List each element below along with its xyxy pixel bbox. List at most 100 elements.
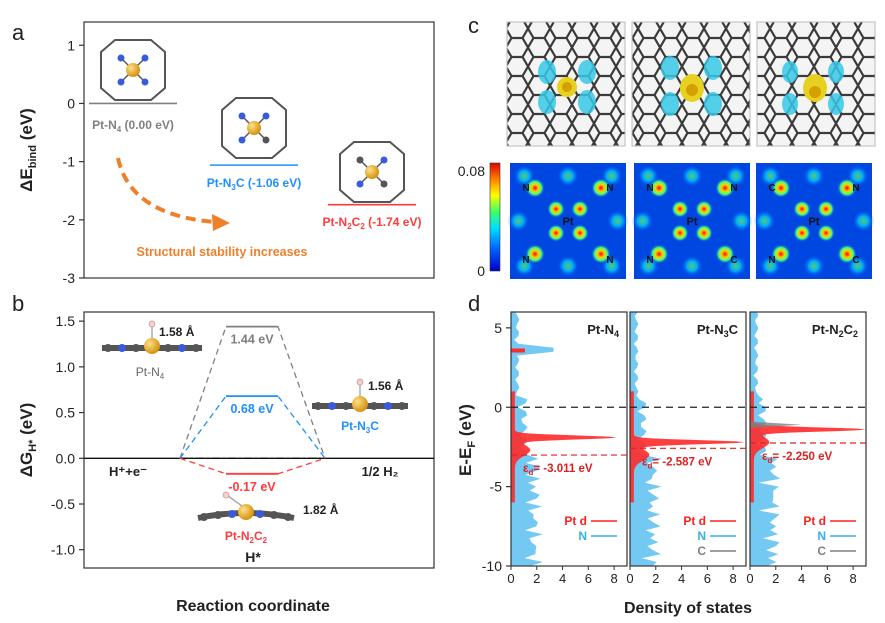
elf-map-0: Pt N N N N [507, 163, 629, 279]
panel-c-label: c [468, 13, 479, 38]
panel-a-frame [83, 21, 435, 279]
stability-arrowhead-icon [212, 214, 230, 231]
dos-ytick-label-3: -10 [482, 558, 502, 574]
elf-corner-atom-2-3: C [852, 255, 859, 266]
elf-corner-atom-0-2: N [522, 255, 529, 266]
state-middle: H* [245, 549, 261, 565]
pt-n3c-adsorption-structure-icon [312, 378, 408, 412]
panel-b-xlabel: Reaction coordinate [176, 598, 330, 615]
d-band-center-label-1: εd= -2.587 eV [642, 456, 712, 470]
elf-center-blob-2-3 [817, 224, 835, 242]
elf-center-blob-1-2 [671, 224, 689, 242]
elf-corner-blob-2-0 [771, 178, 791, 198]
dos-n-fill-0 [511, 312, 554, 566]
dos-c-peak [750, 421, 802, 428]
path-value-label-1: 0.68 eV [230, 402, 274, 416]
dos-frame-0 [510, 311, 628, 567]
state-start: H⁺+e⁻ [109, 464, 147, 479]
elf-corner-blob-0-2 [525, 244, 545, 264]
pt-n4-bond-length: 1.58 Å [159, 324, 195, 339]
elf-corner-blob-0-1 [591, 178, 611, 198]
elf-corner-blob-1-2 [649, 244, 669, 264]
panel-b-ytick-label-4: -0.5 [51, 496, 75, 512]
dos-xtick-label-1-1: 2 [652, 571, 659, 586]
dos-title-0: Pt-N4 [587, 322, 619, 339]
elf-corner-atom-2-1: N [852, 183, 859, 194]
dos-xtick-label-1-4: 8 [729, 571, 736, 586]
elf-center-blob-0-1 [571, 200, 589, 218]
elf-corner-atom-2-0: C [768, 183, 775, 194]
panel-d-label: d [468, 291, 480, 316]
path-dashed-2 [179, 457, 326, 475]
panel-b-ytick-label-5: -1.0 [51, 542, 75, 558]
pt-n3c-structure-label: Pt-N3C [341, 419, 379, 435]
dos-xtick-label-2-1: 2 [772, 571, 779, 586]
dos-xtick-label-2-0: 0 [746, 571, 753, 586]
panel-b-ytick-label-2: 0.5 [56, 405, 76, 421]
panel-a-ytick-label-3: -2 [63, 212, 76, 228]
stability-arrow-icon [116, 157, 216, 224]
dos-legend-label-2-0: Pt d [803, 514, 826, 528]
elf-corner-atom-0-0: N [522, 183, 529, 194]
panel-b-ytick-label-1: 1.0 [56, 359, 76, 375]
elf-center-blob-2-2 [793, 224, 811, 242]
elf-corner-atom-0-1: N [606, 183, 613, 194]
elf-center-atom-1: Pt [687, 216, 698, 228]
elf-center-blob-0-0 [547, 200, 565, 218]
dos-ytick-label-1: 0 [494, 399, 502, 415]
colorbar [489, 162, 501, 272]
level-label-pt-n3c: Pt-N3C (-1.06 eV) [207, 176, 301, 192]
panel-b-ylabel: ΔGH* (eV) [17, 403, 39, 478]
dos-legend-label-2-1: N [817, 529, 826, 543]
dos-frame-2 [749, 311, 867, 567]
dos-legend-label-1-2: C [697, 544, 706, 558]
elf-center-atom-2: Pt [809, 216, 820, 228]
stability-annotation: Structural stability increases [137, 245, 308, 259]
dos-frame-1 [629, 311, 747, 567]
dos-subpanel-2: εd= -2.250 eV Pt-N2C2 0 2 4 6 8 Pt dNC [746, 311, 867, 586]
elf-center-blob-1-3 [695, 224, 713, 242]
dos-title-2: Pt-N2C2 [812, 322, 858, 339]
elf-map-2: Pt C N N C [753, 163, 875, 279]
pt-n2c2-structure-label: Pt-N2C2 [225, 529, 268, 545]
panel-b-ytick-label-3: 0.0 [56, 450, 76, 466]
dos-xtick-label-1-2: 4 [678, 571, 685, 586]
dos-xtick-label-0-2: 4 [559, 571, 566, 586]
state-end: 1/2 H₂ [362, 464, 399, 479]
panel-a-ytick-label-1: 0 [67, 95, 75, 111]
elf-center-blob-1-1 [695, 200, 713, 218]
dos-legend-label-1-1: N [697, 529, 706, 543]
dos-xtick-label-0-0: 0 [507, 571, 514, 586]
dos-subpanel-0: εd= -3.011 eV Pt-N4 0 2 4 6 8 Pt dN [507, 311, 628, 586]
path-value-label-0: 1.44 eV [230, 333, 274, 347]
elf-corner-blob-2-3 [837, 244, 857, 264]
pt-n4-adsorption-structure-icon [102, 320, 202, 354]
elf-center-blob-0-2 [547, 224, 565, 242]
elf-center-atom-0: Pt [563, 216, 574, 228]
dos-legend-label-2-2: C [817, 544, 826, 558]
dos-xtick-label-1-0: 0 [626, 571, 633, 586]
dos-ytick-label-0: 5 [494, 320, 502, 336]
dos-legend-label-0-1: N [578, 529, 587, 543]
dos-xtick-label-0-1: 2 [533, 571, 540, 586]
elf-corner-atom-1-2: N [646, 255, 653, 266]
pt-n4-structure-icon [100, 39, 166, 101]
panel-a-label: a [12, 20, 25, 45]
panel-d-xlabel: Density of states [624, 600, 752, 617]
dos-legend-label-0-0: Pt d [564, 514, 587, 528]
elf-center-blob-1-0 [671, 200, 689, 218]
pt-n2c2-adsorption-structure-icon [197, 491, 295, 521]
panel-b-yticks: 1.5 1.0 0.5 0.0 -0.5 -1.0 [51, 313, 84, 558]
dos-ytick-label-2: -5 [490, 479, 503, 495]
elf-map-1: Pt N N N C [631, 163, 753, 279]
panel-b-ytick-label-0: 1.5 [56, 313, 76, 329]
panel-a-yticks: 1 0 -1 -2 -3 [63, 37, 84, 286]
dos-xtick-label-2-3: 6 [824, 571, 831, 586]
elf-corner-blob-2-1 [837, 178, 857, 198]
dos-title-1: Pt-N3C [697, 322, 739, 339]
panel-b-reaction-paths: 1.44 eV 0.68 eV -0.17 eV [84, 325, 434, 494]
elf-corner-blob-0-0 [525, 178, 545, 198]
elf-corner-atom-2-2: N [768, 255, 775, 266]
